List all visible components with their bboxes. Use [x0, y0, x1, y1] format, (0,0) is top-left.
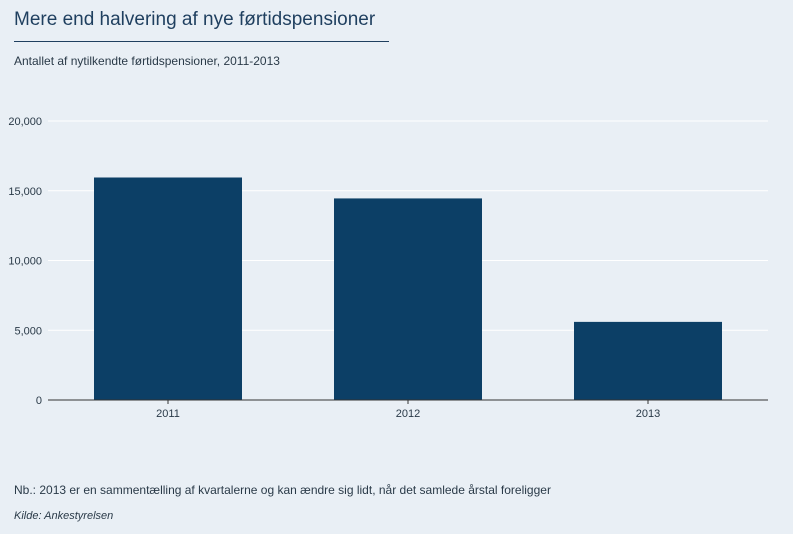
y-tick-label: 10,000 [8, 256, 42, 268]
title-divider [14, 41, 389, 42]
y-tick-label: 0 [36, 395, 42, 407]
x-tick-label: 2012 [396, 408, 420, 420]
bar-chart: 0 5,000 10,000 15,000 20,000 2011 2012 2013 [8, 116, 768, 420]
bar-2011 [94, 177, 242, 400]
y-tick-label: 15,000 [8, 186, 42, 198]
chart-source: Kilde: Ankestyrelsen [14, 510, 114, 522]
y-tick-label: 20,000 [8, 116, 42, 128]
chart-title: Mere end halvering af nye førtidspension… [14, 9, 376, 30]
chart-note: Nb.: 2013 er en sammentælling af kvartal… [14, 483, 551, 497]
chart-subtitle: Antallet af nytilkendte førtidspensioner… [14, 54, 280, 68]
x-tick-label: 2011 [156, 408, 180, 420]
x-tick-label: 2013 [636, 408, 660, 420]
y-tick-label: 5,000 [14, 325, 42, 337]
bar-2012 [334, 198, 482, 400]
bar-2013 [574, 321, 722, 400]
